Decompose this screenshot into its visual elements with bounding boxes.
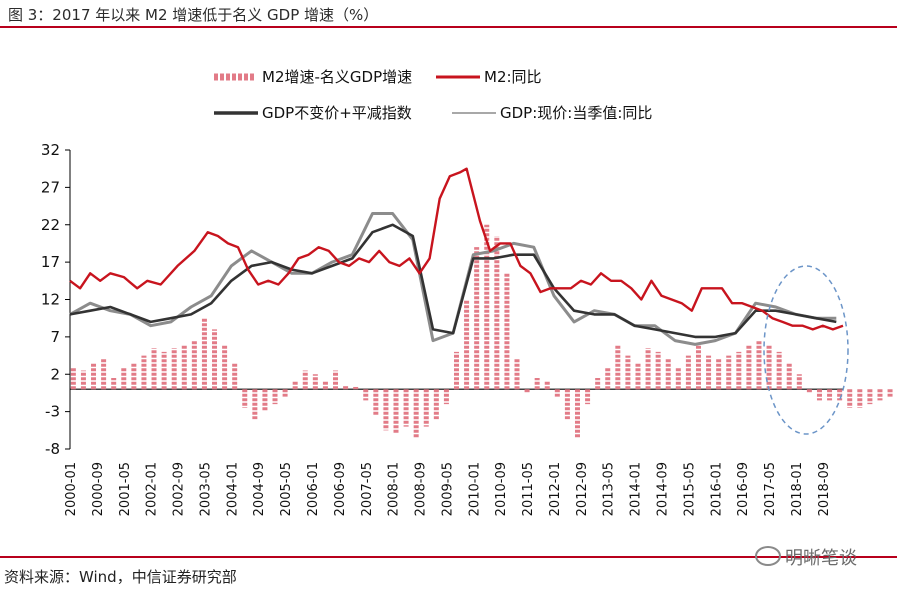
x-tick-label: 2006-01	[306, 462, 321, 516]
x-tick-label: 2012-09	[575, 462, 590, 516]
gdp-nominal-line	[69, 212, 837, 346]
x-tick-label: 2006-09	[333, 462, 348, 516]
bar-series	[70, 224, 893, 438]
watermark: 明晰笔谈	[755, 544, 857, 570]
x-tick-label: 2004-09	[252, 462, 267, 516]
title-rule	[0, 26, 897, 28]
x-tick-label: 2016-09	[736, 462, 751, 516]
m2-line	[69, 167, 844, 331]
highlight-ellipse	[763, 265, 849, 435]
y-tick-label: -8	[45, 440, 60, 458]
x-tick-label: 2008-09	[414, 462, 429, 516]
x-tick-label: 2000-09	[91, 462, 106, 516]
x-tick-label: 2008-01	[387, 462, 402, 516]
y-tick-label: 22	[41, 216, 60, 234]
legend-label: GDP不变价+平减指数	[262, 104, 412, 122]
y-tick-label: 32	[41, 141, 60, 159]
x-tick-label: 2001-05	[118, 462, 133, 516]
x-tick-label: 2010-01	[467, 462, 482, 516]
x-tick-label: 2014-09	[656, 462, 671, 516]
gdp-real-index-line	[69, 223, 837, 339]
footer-rule	[0, 556, 897, 558]
x-tick-label: 2011-05	[521, 462, 536, 516]
line-series	[69, 167, 844, 346]
x-tick-label: 2004-01	[225, 462, 240, 516]
x-tick-label: 2005-05	[279, 462, 294, 516]
y-tick-label: 7	[50, 328, 60, 346]
legend-label: GDP:现价:当季值:同比	[500, 104, 652, 122]
x-tick-label: 2012-01	[548, 462, 563, 516]
x-tick-label: 2009-05	[440, 462, 455, 516]
x-tick-label: 2000-01	[64, 462, 79, 516]
y-tick-label: -3	[45, 403, 60, 421]
wechat-logo-icon	[755, 546, 781, 566]
x-tick-label: 2017-05	[763, 462, 778, 516]
x-tick-label: 2013-05	[602, 462, 617, 516]
x-tick-label: 2014-01	[629, 462, 644, 516]
y-tick-label: 27	[41, 178, 60, 196]
x-tick-label: 2018-09	[817, 462, 832, 516]
legend: M2增速-名义GDP增速 M2:同比 GDP不变价+平减指数 GDP:现价:当季值:同…	[214, 68, 652, 122]
x-tick-label: 2003-05	[198, 462, 213, 516]
legend-label: M2:同比	[484, 68, 542, 86]
x-tick-label: 2016-01	[709, 462, 724, 516]
figure-title: 图 3：2017 年以来 M2 增速低于名义 GDP 增速（%）	[8, 6, 379, 24]
x-tick-label: 2007-05	[360, 462, 375, 516]
source-note: 资料来源：Wind，中信证券研究部	[4, 568, 237, 586]
axes: 32 27 22 17 12 7 2 -3 -8 2000-01 2000-09 2001-05 200…	[41, 141, 843, 516]
y-tick-label: 12	[41, 291, 60, 309]
x-tick-label: 2002-01	[145, 462, 160, 516]
x-tick-label: 2002-09	[172, 462, 187, 516]
y-tick-label: 2	[50, 365, 60, 383]
y-tick-label: 17	[41, 253, 60, 271]
legend-label: M2增速-名义GDP增速	[262, 68, 412, 86]
x-tick-label: 2018-01	[790, 462, 805, 516]
x-tick-label: 2010-09	[494, 462, 509, 516]
watermark-text: 明晰笔谈	[785, 548, 857, 569]
x-tick-label: 2015-05	[682, 462, 697, 516]
